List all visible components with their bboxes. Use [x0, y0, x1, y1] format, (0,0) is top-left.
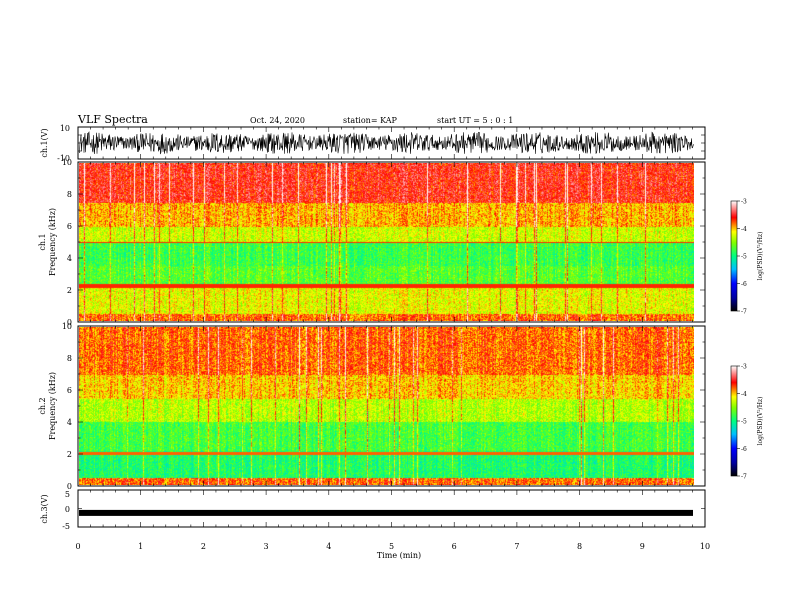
- y-tick-label: 2: [67, 286, 72, 295]
- colorbar-tick-label: -7: [741, 309, 747, 316]
- colorbar-tick-label: -4: [741, 391, 747, 398]
- y-tick-label: 4: [67, 418, 72, 427]
- x-tick-label: 8: [577, 542, 582, 551]
- station-label: station= KAP: [343, 116, 398, 125]
- ch3-waveform-line: [79, 509, 693, 516]
- x-tick-label: 6: [452, 542, 457, 551]
- x-tick-label: 7: [514, 542, 519, 551]
- y-tick-label: 10: [62, 158, 72, 167]
- ch2-colorbar: [730, 365, 738, 477]
- ch1-spec-ylabel-line1: ch.1: [38, 233, 47, 250]
- x-tick-label: 3: [264, 542, 269, 551]
- x-axis-label: Time (min): [377, 551, 421, 560]
- x-tick-label: 5: [389, 542, 394, 551]
- colorbar-tick-label: -5: [741, 254, 747, 261]
- colorbar-tick-label: -6: [741, 281, 747, 288]
- ch3-waveform-panel: 5 0 -5 ch.3(V): [40, 489, 706, 531]
- y-tick-label: 0: [67, 482, 72, 491]
- colorbar-tick-label: -3: [741, 364, 747, 371]
- y-tick-label: 10: [62, 322, 72, 331]
- start-ut-label: start UT = 5 : 0 : 1: [437, 116, 513, 125]
- ch1-waveform-line: [78, 131, 694, 155]
- ch1-tick-label: 10: [60, 124, 70, 133]
- ch1-tick-label: -10: [57, 154, 70, 163]
- ch3-tick-label: -5: [62, 522, 70, 531]
- ch2-colorbar-label: log(PSD)(V²/Hz): [757, 397, 764, 446]
- y-tick-label: 6: [67, 386, 72, 395]
- x-tick-label: 1: [138, 542, 143, 551]
- ch3-tick-label: 5: [65, 490, 70, 499]
- x-tick-label: 2: [201, 542, 206, 551]
- colorbar-tick-label: -6: [741, 446, 747, 453]
- y-tick-label: 0: [67, 318, 72, 327]
- colorbar-tick-label: -5: [741, 419, 747, 426]
- x-axis: 0 1 2 3 4 5 6 7 8 9 10: [75, 127, 710, 551]
- y-tick-label: 8: [67, 190, 72, 199]
- colorbar-tick-label: -3: [741, 199, 747, 206]
- x-tick-label: 10: [700, 542, 710, 551]
- x-tick-label: 9: [640, 542, 645, 551]
- y-tick-label: 8: [67, 354, 72, 363]
- y-tick-label: 6: [67, 222, 72, 231]
- colorbar-tick-label: -4: [741, 226, 747, 233]
- x-tick-label: 4: [326, 542, 331, 551]
- ch1-colorbar-label: log(PSD)(V²/Hz): [757, 232, 764, 281]
- x-tick-label: 0: [75, 542, 80, 551]
- colorbar-tick-label: -7: [741, 474, 747, 481]
- figure-title: VLF Spectra: [77, 113, 148, 126]
- ch1-spectrogram-image: [79, 163, 694, 321]
- ch3-waveform-frame: [77, 489, 706, 528]
- ch2-spec-ylabel-line2: Frequency (kHz): [48, 372, 57, 440]
- ch3-tick-label: 0: [65, 505, 70, 514]
- ch2-spec-ylabel-line1: ch.2: [38, 397, 47, 414]
- ch3-ylabel: ch.3(V): [40, 494, 49, 523]
- ch1-waveform-panel: 10 -10 ch.1(V): [40, 124, 706, 163]
- y-tick-label: 2: [67, 450, 72, 459]
- y-tick-label: 4: [67, 254, 72, 263]
- date-label: Oct. 24, 2020: [250, 116, 305, 125]
- ch2-spectrogram-image: [79, 327, 694, 485]
- ch1-ylabel: ch.1(V): [40, 128, 49, 157]
- ch1-spec-ylabel-line2: Frequency (kHz): [48, 208, 57, 276]
- ch1-colorbar: [730, 200, 738, 312]
